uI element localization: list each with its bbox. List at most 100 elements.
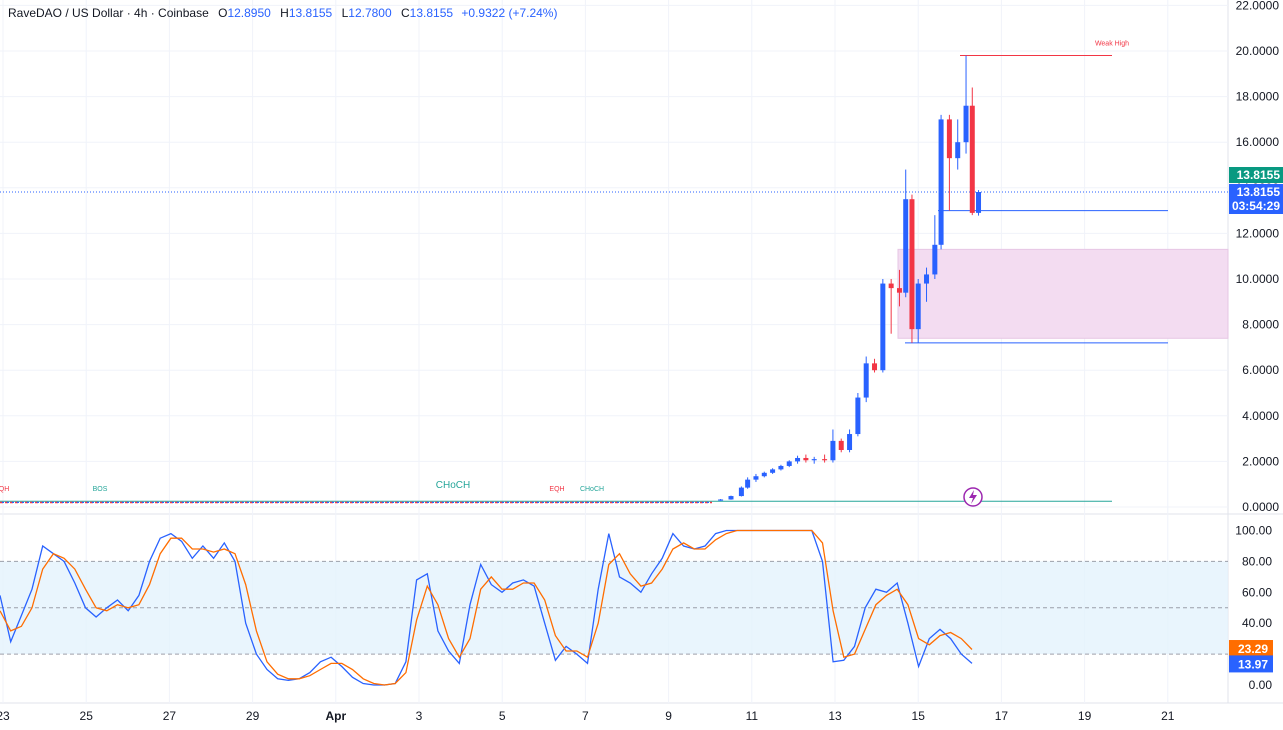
osc-tick-label: 100.00 bbox=[1235, 524, 1272, 538]
open-label: O bbox=[218, 6, 228, 20]
time-tick-label: 27 bbox=[163, 709, 177, 723]
weak-high-label: Weak High bbox=[1095, 41, 1129, 48]
candle-body[interactable] bbox=[969, 105, 975, 213]
price-tick-label: 18.0000 bbox=[1236, 90, 1280, 104]
time-tick-label: 25 bbox=[80, 709, 94, 723]
stoch-k-tag bbox=[1229, 655, 1273, 673]
symbol-title[interactable]: RaveDAO / US Dollar · 4h · Coinbase bbox=[8, 6, 209, 20]
oscillator-pane-grid bbox=[0, 560, 1228, 655]
bar-countdown: 03:54:29 bbox=[1232, 199, 1280, 213]
price-tick-label: 12.0000 bbox=[1236, 226, 1280, 240]
stoch-d-tag bbox=[1229, 640, 1273, 658]
candle-body[interactable] bbox=[728, 496, 734, 500]
candle-body[interactable] bbox=[847, 434, 853, 450]
candle-body[interactable] bbox=[803, 457, 809, 461]
current-price-label: 13.8155 bbox=[1237, 185, 1281, 199]
demand-zone bbox=[897, 248, 1229, 339]
stoch-rsi-series[interactable] bbox=[0, 529, 973, 686]
stoch-k-tag-label: 13.97 bbox=[1238, 657, 1268, 671]
candle-body[interactable] bbox=[932, 244, 938, 275]
price-tick-label: 6.0000 bbox=[1242, 363, 1279, 377]
time-tick-label: 15 bbox=[912, 709, 926, 723]
candle-body[interactable] bbox=[872, 363, 878, 371]
candle-body[interactable] bbox=[822, 459, 828, 461]
time-tick-label: 23 bbox=[0, 709, 10, 723]
time-tick-label: 29 bbox=[246, 709, 260, 723]
stoch-d-tag-label: 23.29 bbox=[1238, 642, 1268, 656]
candle-body[interactable] bbox=[795, 457, 801, 462]
price-tick-label: 10.0000 bbox=[1236, 272, 1280, 286]
time-tick-label: 5 bbox=[499, 709, 506, 723]
osc-tick-label: 40.00 bbox=[1242, 616, 1272, 630]
lightning-bolt-icon bbox=[969, 490, 977, 504]
low-label: L bbox=[341, 6, 349, 20]
change-value: +0.9322 (+7.24%) bbox=[461, 6, 558, 20]
high-label: H bbox=[280, 6, 289, 20]
open-value: 12.8950 bbox=[227, 6, 271, 20]
stoch-d-line bbox=[0, 529, 973, 686]
candle-body[interactable] bbox=[761, 472, 767, 477]
time-tick-label: 21 bbox=[1161, 709, 1175, 723]
candle-body[interactable] bbox=[946, 119, 952, 159]
candle-body[interactable] bbox=[753, 476, 759, 480]
candle-body[interactable] bbox=[830, 440, 836, 461]
candle-body[interactable] bbox=[924, 274, 930, 284]
price-tick-label: 0.0000 bbox=[1242, 500, 1279, 514]
structure-label: EQH bbox=[549, 486, 564, 493]
low-value: 12.7800 bbox=[348, 6, 392, 20]
symbol-header: RaveDAO / US Dollar · 4h · Coinbase O12.… bbox=[8, 6, 557, 20]
structure-label: CHoCH bbox=[436, 480, 470, 491]
current-price-tag bbox=[1229, 184, 1283, 215]
price-tick-label: 4.0000 bbox=[1242, 409, 1279, 423]
candle-body[interactable] bbox=[811, 459, 817, 461]
high-value: 13.8155 bbox=[288, 6, 333, 20]
time-tick-label: 11 bbox=[746, 709, 759, 723]
time-axis[interactable]: 23 25 27 29 Apr 3 5 7 9 11 13 15 17 19 21 bbox=[0, 709, 1175, 723]
time-tick-label: 9 bbox=[665, 709, 672, 723]
time-tick-label: 17 bbox=[995, 709, 1009, 723]
candle-body[interactable] bbox=[770, 469, 776, 473]
candle-body[interactable] bbox=[778, 465, 784, 470]
candle-body[interactable] bbox=[896, 288, 902, 293]
price-tick-label: 8.0000 bbox=[1242, 318, 1279, 332]
candle-body[interactable] bbox=[955, 142, 961, 159]
osc-tick-label: 80.00 bbox=[1242, 554, 1272, 568]
candle-body[interactable] bbox=[976, 192, 982, 213]
price-tick-label: 16.0000 bbox=[1236, 135, 1280, 149]
osc-tick-label: 0.00 bbox=[1249, 678, 1273, 692]
structure-label: QH bbox=[0, 486, 9, 493]
candle-body[interactable] bbox=[838, 440, 844, 450]
price-tick-label: 2.0000 bbox=[1242, 454, 1279, 468]
candle-body[interactable] bbox=[855, 397, 861, 435]
annotation-layer: Weak High QH BOS CHoCH EQH CHoCH bbox=[0, 41, 1229, 507]
last-price-tag-green bbox=[1229, 167, 1283, 184]
candle-body[interactable] bbox=[738, 487, 744, 497]
candle-body[interactable] bbox=[786, 461, 792, 466]
time-tick-label: 3 bbox=[416, 709, 423, 723]
price-axis[interactable]: 22.000020.000018.000016.000014.000012.00… bbox=[1236, 0, 1280, 514]
close-value: 13.8155 bbox=[409, 6, 454, 20]
candle-body[interactable] bbox=[915, 283, 921, 330]
candle-body[interactable] bbox=[938, 119, 944, 245]
price-tick-label: 22.0000 bbox=[1236, 0, 1280, 12]
time-tick-label: 13 bbox=[828, 709, 842, 723]
candle-body[interactable] bbox=[718, 499, 724, 501]
close-label: C bbox=[401, 6, 410, 20]
time-tick-label: Apr bbox=[325, 709, 346, 723]
time-tick-label: 7 bbox=[582, 709, 589, 723]
structure-label: BOS bbox=[93, 486, 108, 493]
candle-body[interactable] bbox=[903, 199, 909, 293]
candle-body[interactable] bbox=[745, 479, 751, 488]
structure-label: CHoCH bbox=[580, 486, 604, 493]
candle-body[interactable] bbox=[888, 283, 894, 289]
osc-tick-label: 60.00 bbox=[1242, 585, 1272, 599]
candle-body[interactable] bbox=[909, 199, 915, 330]
candle-body[interactable] bbox=[863, 363, 869, 398]
last-price-tag-label: 13.8155 bbox=[1237, 168, 1281, 182]
candle-body[interactable] bbox=[963, 105, 969, 143]
candle-body[interactable] bbox=[880, 283, 886, 371]
candlestick-series[interactable] bbox=[718, 55, 982, 501]
